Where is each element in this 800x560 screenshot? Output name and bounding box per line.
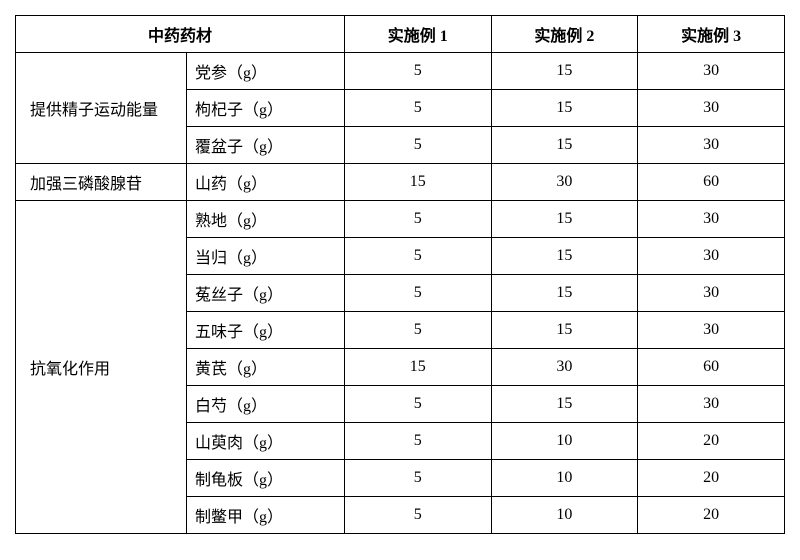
herb-table: 中药药材 实施例 1 实施例 2 实施例 3 提供精子运动能量 党参（g） 5 … bbox=[15, 15, 785, 534]
herb-value: 5 bbox=[344, 90, 491, 127]
herb-value: 15 bbox=[491, 238, 638, 275]
herb-value: 30 bbox=[638, 90, 785, 127]
herb-value: 15 bbox=[491, 90, 638, 127]
herb-value: 5 bbox=[344, 275, 491, 312]
herb-value: 30 bbox=[491, 349, 638, 386]
herb-name: 当归（g） bbox=[187, 238, 345, 275]
herb-value: 30 bbox=[638, 127, 785, 164]
header-col-2: 实施例 2 bbox=[491, 16, 638, 53]
category-label: 抗氧化作用 bbox=[16, 201, 187, 534]
herb-value: 10 bbox=[491, 460, 638, 497]
herb-name: 枸杞子（g） bbox=[187, 90, 345, 127]
herb-value: 15 bbox=[491, 386, 638, 423]
herb-value: 5 bbox=[344, 312, 491, 349]
herb-value: 15 bbox=[491, 312, 638, 349]
herb-value: 30 bbox=[638, 201, 785, 238]
herb-value: 15 bbox=[491, 201, 638, 238]
herb-value: 5 bbox=[344, 201, 491, 238]
herb-name: 山药（g） bbox=[187, 164, 345, 201]
herb-value: 10 bbox=[491, 423, 638, 460]
herb-value: 10 bbox=[491, 497, 638, 534]
herb-name: 覆盆子（g） bbox=[187, 127, 345, 164]
herb-value: 20 bbox=[638, 423, 785, 460]
herb-value: 30 bbox=[638, 312, 785, 349]
herb-value: 5 bbox=[344, 423, 491, 460]
herb-value: 60 bbox=[638, 349, 785, 386]
herb-value: 15 bbox=[491, 53, 638, 90]
herb-name: 制龟板（g） bbox=[187, 460, 345, 497]
header-left: 中药药材 bbox=[16, 16, 345, 53]
herb-value: 15 bbox=[491, 275, 638, 312]
herb-value: 15 bbox=[491, 127, 638, 164]
herb-value: 30 bbox=[638, 238, 785, 275]
herb-value: 60 bbox=[638, 164, 785, 201]
table-row: 提供精子运动能量 党参（g） 5 15 30 bbox=[16, 53, 785, 90]
category-label: 提供精子运动能量 bbox=[16, 53, 187, 164]
herb-name: 五味子（g） bbox=[187, 312, 345, 349]
herb-name: 制鳖甲（g） bbox=[187, 497, 345, 534]
category-label: 加强三磷酸腺苷 bbox=[16, 164, 187, 201]
herb-value: 20 bbox=[638, 460, 785, 497]
herb-name: 菟丝子（g） bbox=[187, 275, 345, 312]
table-row: 抗氧化作用 熟地（g） 5 15 30 bbox=[16, 201, 785, 238]
herb-value: 15 bbox=[344, 349, 491, 386]
table-row: 加强三磷酸腺苷 山药（g） 15 30 60 bbox=[16, 164, 785, 201]
herb-value: 5 bbox=[344, 497, 491, 534]
herb-name: 黄芪（g） bbox=[187, 349, 345, 386]
herb-name: 熟地（g） bbox=[187, 201, 345, 238]
header-col-3: 实施例 3 bbox=[638, 16, 785, 53]
herb-value: 5 bbox=[344, 238, 491, 275]
herb-value: 30 bbox=[638, 53, 785, 90]
herb-value: 15 bbox=[344, 164, 491, 201]
header-col-1: 实施例 1 bbox=[344, 16, 491, 53]
herb-value: 5 bbox=[344, 386, 491, 423]
herb-value: 5 bbox=[344, 460, 491, 497]
table-header-row: 中药药材 实施例 1 实施例 2 实施例 3 bbox=[16, 16, 785, 53]
herb-name: 山萸肉（g） bbox=[187, 423, 345, 460]
herb-value: 30 bbox=[638, 386, 785, 423]
herb-value: 5 bbox=[344, 127, 491, 164]
herb-name: 白芍（g） bbox=[187, 386, 345, 423]
herb-value: 30 bbox=[638, 275, 785, 312]
herb-name: 党参（g） bbox=[187, 53, 345, 90]
herb-value: 30 bbox=[491, 164, 638, 201]
herb-value: 5 bbox=[344, 53, 491, 90]
herb-value: 20 bbox=[638, 497, 785, 534]
